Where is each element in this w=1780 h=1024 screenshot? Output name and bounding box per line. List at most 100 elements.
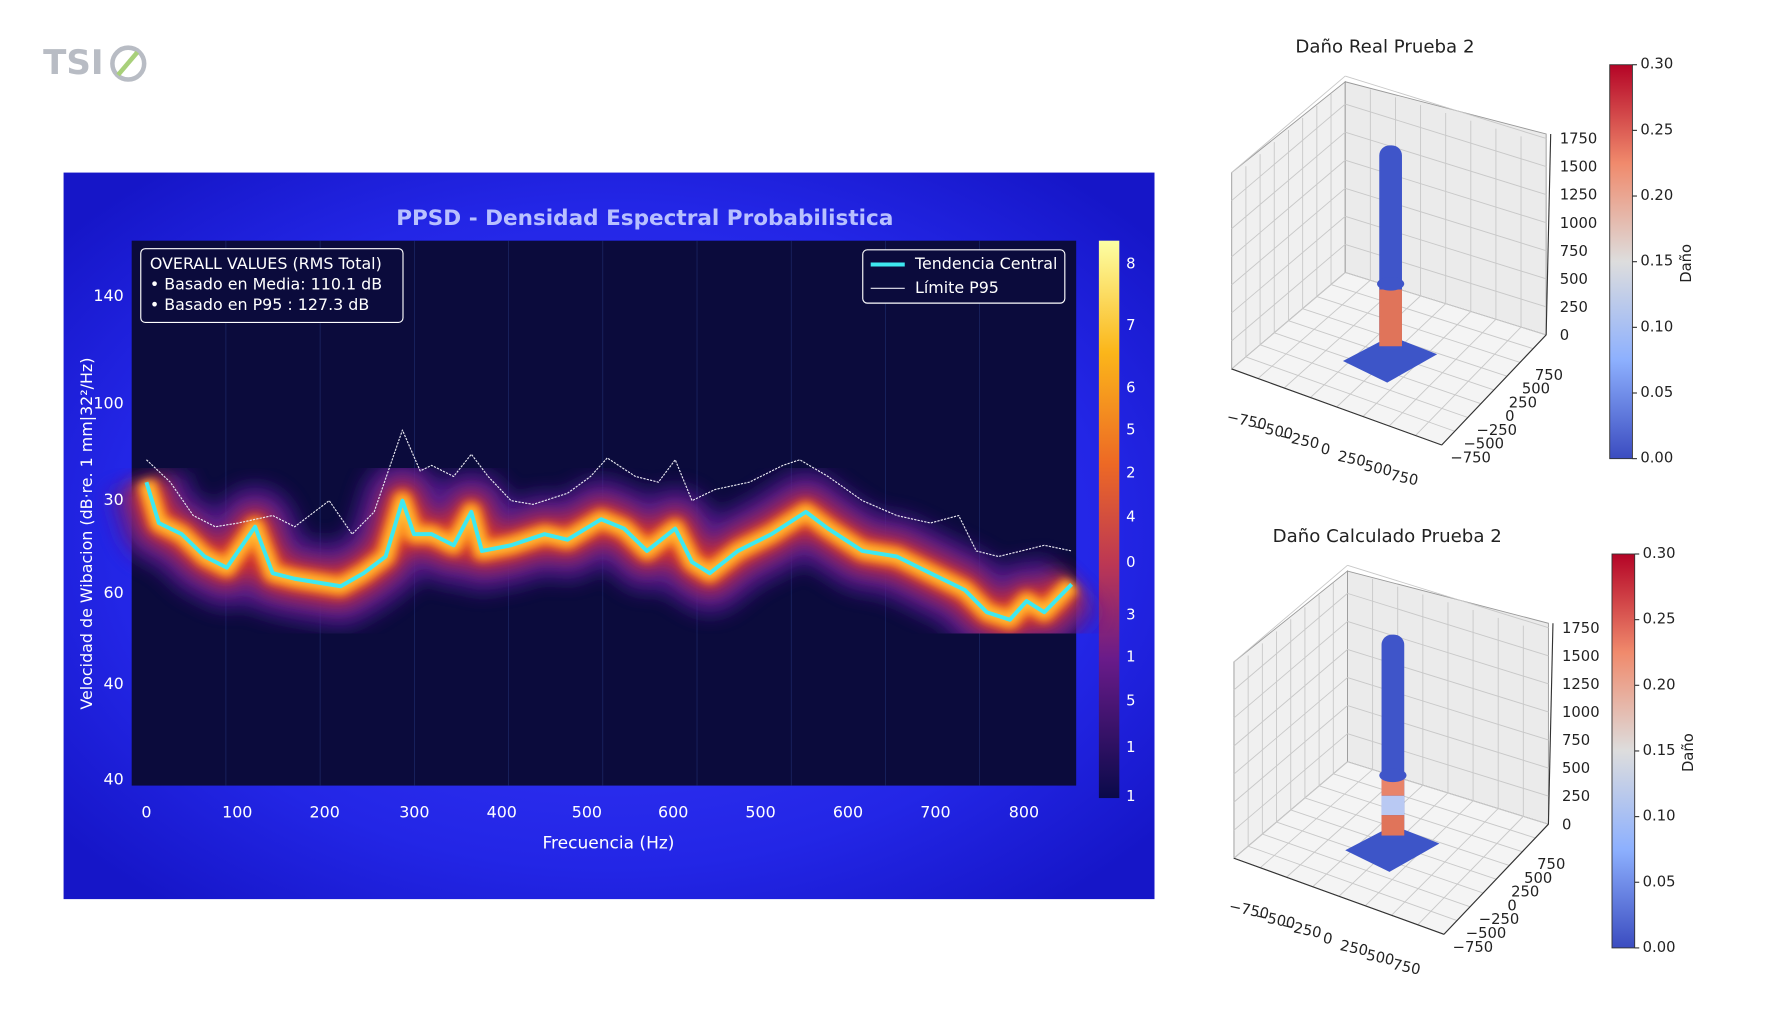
axis-line (1441, 334, 1547, 446)
grid-line (1245, 356, 1455, 432)
colorbar-label: 5 (1126, 693, 1135, 710)
x-tick-label: 700 (920, 802, 950, 821)
x-tick-label: 200 (310, 802, 340, 821)
colorbar-tick-label: 0.10 (1643, 808, 1676, 825)
y-tick-label: 140 (93, 286, 123, 305)
axis-line (1231, 368, 1442, 446)
column-ring (1377, 277, 1405, 291)
y-tick-label: −500 (1466, 925, 1507, 942)
y-axis-label: Velocidad de Wibacion (dB·re. 1 mm|32²/H… (77, 358, 96, 710)
z-tick-label: 1250 (1560, 187, 1598, 204)
chart-title: Daño Real Prueba 2 (1295, 37, 1474, 58)
base-plate (1345, 825, 1440, 872)
annotation-line: • Basado en P95 : 127.3 dB (150, 295, 369, 314)
axis-line (1547, 623, 1554, 825)
y-tick-label: 750 (1537, 856, 1565, 873)
grid-line (1231, 75, 1346, 173)
ppsd-panel (63, 172, 1155, 900)
grid-line (1259, 344, 1468, 418)
x-tick-label: 300 (399, 802, 429, 821)
grid-line (1333, 773, 1536, 839)
x-tick-label: 750 (1389, 467, 1420, 489)
axis-line (1233, 857, 1445, 935)
colorbar (1611, 553, 1636, 949)
colorbar-label: 1 (1126, 788, 1135, 805)
x-tick-label: 750 (1391, 956, 1422, 978)
z-tick-label: 1000 (1560, 215, 1598, 232)
colorbar-label: 4 (1126, 509, 1135, 526)
colorbar-tick-label: 0.00 (1643, 939, 1676, 956)
z-tick-label: 1250 (1562, 676, 1600, 693)
colorbar-label: 2 (1126, 464, 1135, 481)
column-segment (1381, 795, 1405, 816)
colorbar-label: 1 (1126, 648, 1135, 665)
z-tick-label: 1500 (1562, 648, 1600, 665)
x-tick-label: 500 (1365, 947, 1396, 969)
column-ring (1379, 768, 1407, 783)
colorbar-tick-label: 0.00 (1640, 450, 1673, 467)
z-tick-label: 1000 (1562, 704, 1600, 721)
z-tick-label: 1500 (1560, 159, 1598, 176)
x-tick-label: 0 (141, 802, 151, 821)
colorbar-label: 7 (1126, 317, 1135, 334)
x-tick-label: 0 (1319, 440, 1332, 459)
colorbar-tick-label: 0.05 (1643, 873, 1676, 890)
x-tick-label: 800 (1009, 802, 1039, 821)
z-tick-label: 0 (1560, 327, 1569, 344)
y-tick-label: −750 (1453, 939, 1494, 956)
colorbar-label: 6 (1126, 379, 1135, 396)
z-tick-label: 750 (1562, 732, 1590, 749)
chart-title: Daño Calculado Prueba 2 (1273, 526, 1502, 547)
colorbar-tick-label: 0.20 (1643, 676, 1676, 693)
p95-line (146, 429, 1072, 558)
y-tick-label: 500 (1524, 870, 1552, 887)
z-tick-label: 0 (1562, 816, 1571, 833)
y-tick-label: −250 (1479, 911, 1520, 928)
y-tick-label: −250 (1477, 422, 1518, 439)
axis-line (1443, 823, 1549, 935)
grid-line (1248, 845, 1458, 921)
central-trend-line (144, 481, 1074, 622)
y-tick-label: 100 (93, 394, 123, 413)
grid-line (1345, 75, 1547, 139)
colorbar-label: 8 (1126, 256, 1135, 273)
logo-icon (116, 50, 140, 77)
annotation-box (140, 248, 404, 323)
x-axis-label: Frecuencia (Hz) (542, 833, 674, 853)
y-tick-label: 0 (1505, 408, 1514, 425)
logo-icon (110, 45, 147, 82)
z-tick-label: 1750 (1560, 131, 1598, 148)
logo-text: TSI (43, 43, 103, 83)
colorbar-label: 3 (1126, 606, 1135, 623)
z-tick-label: 750 (1560, 243, 1588, 260)
legend-label: Tendencia Central (914, 254, 1057, 273)
x-tick-label: 500 (1362, 457, 1393, 479)
x-tick-label: 500 (572, 802, 602, 821)
chart-title: PPSD - Densidad Espectral Probabilistica (396, 206, 893, 231)
y-tick-label: 60 (104, 583, 124, 602)
y-tick-label: 750 (1535, 367, 1563, 384)
z-tick-label: 1750 (1562, 620, 1600, 637)
y-tick-label: 30 (104, 490, 124, 509)
colorbar-tick-label: 0.15 (1643, 742, 1676, 759)
colorbar-tick-label: 0.30 (1643, 545, 1676, 562)
colorbar-tick-label: 0.25 (1643, 611, 1676, 628)
colorbar-tick-label: 0.25 (1640, 121, 1673, 138)
colorbar-tick-label: 0.15 (1640, 253, 1673, 270)
z-tick-label: 500 (1560, 271, 1588, 288)
x-tick-label: 600 (658, 802, 688, 821)
y-tick-label: 500 (1522, 381, 1550, 398)
grid-line (1347, 564, 1549, 629)
y-tick-label: −500 (1463, 436, 1504, 453)
y-tick-label: 40 (104, 769, 124, 788)
colorbar-tick-label: 0.30 (1640, 56, 1673, 73)
colorbar-label: 0 (1126, 554, 1135, 571)
colorbar-tick-label: 0.10 (1640, 318, 1673, 335)
colorbar-tick-label: 0.05 (1640, 384, 1673, 401)
x-tick-label: 500 (745, 802, 775, 821)
z-tick-label: 250 (1560, 299, 1588, 316)
x-tick-label: 250 (1338, 937, 1369, 959)
grid-line (1330, 284, 1534, 350)
